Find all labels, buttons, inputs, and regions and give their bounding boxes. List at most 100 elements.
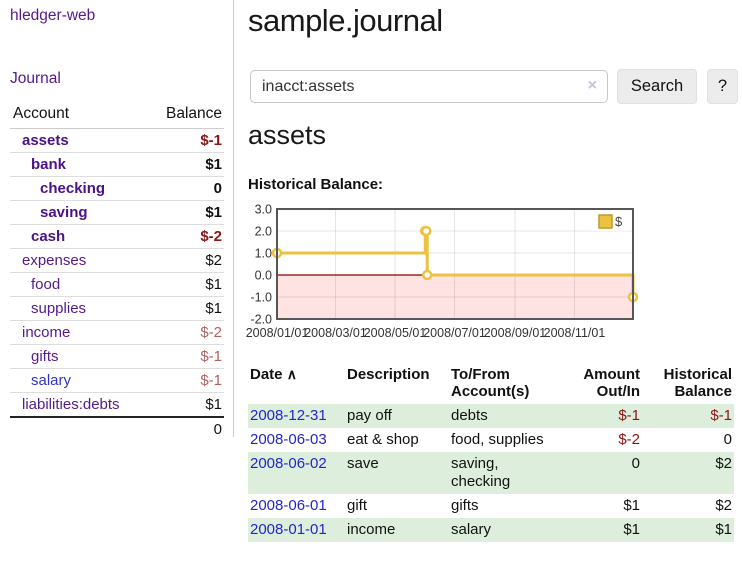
account-link-saving[interactable]: saving <box>40 204 88 221</box>
account-balance: $1 <box>147 272 224 297</box>
account-link-expenses[interactable]: expenses <box>22 252 87 269</box>
search-input[interactable] <box>262 71 582 102</box>
account-row: checking 0 <box>10 176 224 201</box>
data-point-marker <box>420 225 432 237</box>
y-tick-label: 3.0 <box>255 203 272 217</box>
transaction-balance: $1 <box>715 521 732 538</box>
account-row: liabilities:debts $1 <box>10 392 224 418</box>
transaction-amount: $1 <box>623 497 640 514</box>
account-row: cash $-2 <box>10 224 224 249</box>
account-row: bank $1 <box>10 152 224 177</box>
register-header-balance: Historical Balance <box>663 366 732 400</box>
historical-balance-chart: $3.0 2.0 1.0 0.0 -1.0 -2.02008/01/012008/03/0… <box>246 203 639 340</box>
x-tick-label: 2008/05/01 <box>364 326 427 340</box>
chart-title: Historical Balance: <box>248 176 384 193</box>
register-header-accounts: To/From Account(s) <box>451 366 530 400</box>
transaction-balance: $-1 <box>710 407 732 424</box>
x-tick-label: 2008/01/01 <box>246 326 309 340</box>
y-tick-label: 0.0 <box>255 269 272 283</box>
register-row: 2008-06-03 eat & shop food, supplies $-2 0 <box>248 428 734 452</box>
transaction-amount: $1 <box>623 521 640 538</box>
account-row: salary $-1 <box>10 368 224 393</box>
account-balance: $-1 <box>147 344 224 369</box>
y-tick-label: 1.0 <box>255 247 272 261</box>
transaction-date-link[interactable]: 2008-12-31 <box>250 407 327 424</box>
account-balance: 0 <box>147 176 224 201</box>
transaction-date-link[interactable]: 2008-06-03 <box>250 431 327 448</box>
account-row: gifts $-1 <box>10 344 224 369</box>
account-link-cash[interactable]: cash <box>31 228 66 245</box>
register-row: 2008-12-31 pay off debts $-1 $-1 <box>248 404 734 428</box>
transaction-description: income <box>347 521 396 538</box>
register-header-amount: Amount Out/In <box>583 366 640 400</box>
x-tick-label: 2008/03/01 <box>304 326 367 340</box>
account-row: supplies $1 <box>10 296 224 321</box>
clear-search-icon[interactable]: × <box>587 77 597 94</box>
account-link-gifts[interactable]: gifts <box>31 348 59 365</box>
data-point-marker <box>421 269 433 281</box>
transaction-balance: $2 <box>715 455 732 472</box>
y-tick-label: -2.0 <box>250 313 272 327</box>
account-row: food $1 <box>10 272 224 297</box>
register-table: Date ∧ Description To/From Account(s) Am… <box>248 362 734 542</box>
accounts-header-balance: Balance <box>147 102 224 129</box>
negative-region <box>277 275 633 319</box>
plot-border <box>276 208 634 320</box>
transaction-date-link[interactable]: 2008-06-02 <box>250 455 327 472</box>
account-balance: $2 <box>147 248 224 273</box>
transaction-description: gift <box>347 497 368 514</box>
transaction-balance: 0 <box>723 431 732 448</box>
account-link-assets[interactable]: assets <box>22 132 69 149</box>
page-title: sample.journal <box>248 3 443 38</box>
account-link-food[interactable]: food <box>31 276 61 293</box>
legend-swatch <box>598 214 613 229</box>
account-link-salary[interactable]: salary <box>31 372 72 389</box>
app-title-link[interactable]: hledger-web <box>10 7 96 24</box>
account-balance: $1 <box>147 200 224 225</box>
transaction-description: eat & shop <box>347 431 419 448</box>
accounts-table: Account Balance assets $-1 bank $1 checking 0… <box>10 102 224 441</box>
transaction-description: save <box>347 455 379 472</box>
register-header-date[interactable]: Date ∧ <box>250 366 297 383</box>
account-heading: assets <box>248 120 327 150</box>
transaction-accounts: salary <box>451 521 492 538</box>
legend-label: $ <box>615 214 623 229</box>
account-balance: $-1 <box>147 128 224 153</box>
register-header-description: Description <box>347 366 430 383</box>
account-row: expenses $2 <box>10 248 224 273</box>
account-row: income $-2 <box>10 320 224 345</box>
account-balance: $-2 <box>147 320 224 345</box>
register-row: 2008-06-02 save saving, checking 0 $2 <box>248 452 734 494</box>
transaction-accounts: food, supplies <box>451 431 544 448</box>
account-balance: $1 <box>147 296 224 321</box>
search-button[interactable]: Search <box>617 69 697 104</box>
x-tick-label: 2008/09/01 <box>484 326 547 340</box>
register-row: 2008-01-01 income salary $1 $1 <box>248 518 734 542</box>
account-link-liabilities-debts[interactable]: liabilities:debts <box>22 396 120 413</box>
sort-asc-icon: ∧ <box>286 366 297 382</box>
account-balance: $1 <box>147 392 224 418</box>
accounts-total-row: 0 <box>10 416 224 441</box>
y-tick-label: -1.0 <box>250 291 272 305</box>
sidebar-item-journal[interactable]: Journal <box>10 70 61 87</box>
transaction-accounts: debts <box>451 407 488 424</box>
account-link-income[interactable]: income <box>22 324 71 341</box>
transaction-amount: $-2 <box>618 431 640 448</box>
sidebar-divider <box>233 0 234 437</box>
y-tick-label: 2.0 <box>255 225 272 239</box>
search-box: × <box>250 70 608 103</box>
account-link-supplies[interactable]: supplies <box>31 300 87 317</box>
account-link-checking[interactable]: checking <box>40 180 106 197</box>
transaction-description: pay off <box>347 407 392 424</box>
account-balance: $-1 <box>147 368 224 393</box>
x-tick-label: 2008/07/01 <box>423 326 486 340</box>
accounts-header-account: Account <box>10 102 148 129</box>
account-link-bank[interactable]: bank <box>31 156 67 173</box>
help-button[interactable]: ? <box>707 69 738 104</box>
x-tick-label: 2008/11/01 <box>544 326 606 340</box>
transaction-date-link[interactable]: 2008-01-01 <box>250 521 327 538</box>
transaction-date-link[interactable]: 2008-06-01 <box>250 497 327 514</box>
transaction-amount: $-1 <box>618 407 640 424</box>
transaction-accounts: gifts <box>451 497 479 514</box>
account-balance: $1 <box>147 152 224 177</box>
